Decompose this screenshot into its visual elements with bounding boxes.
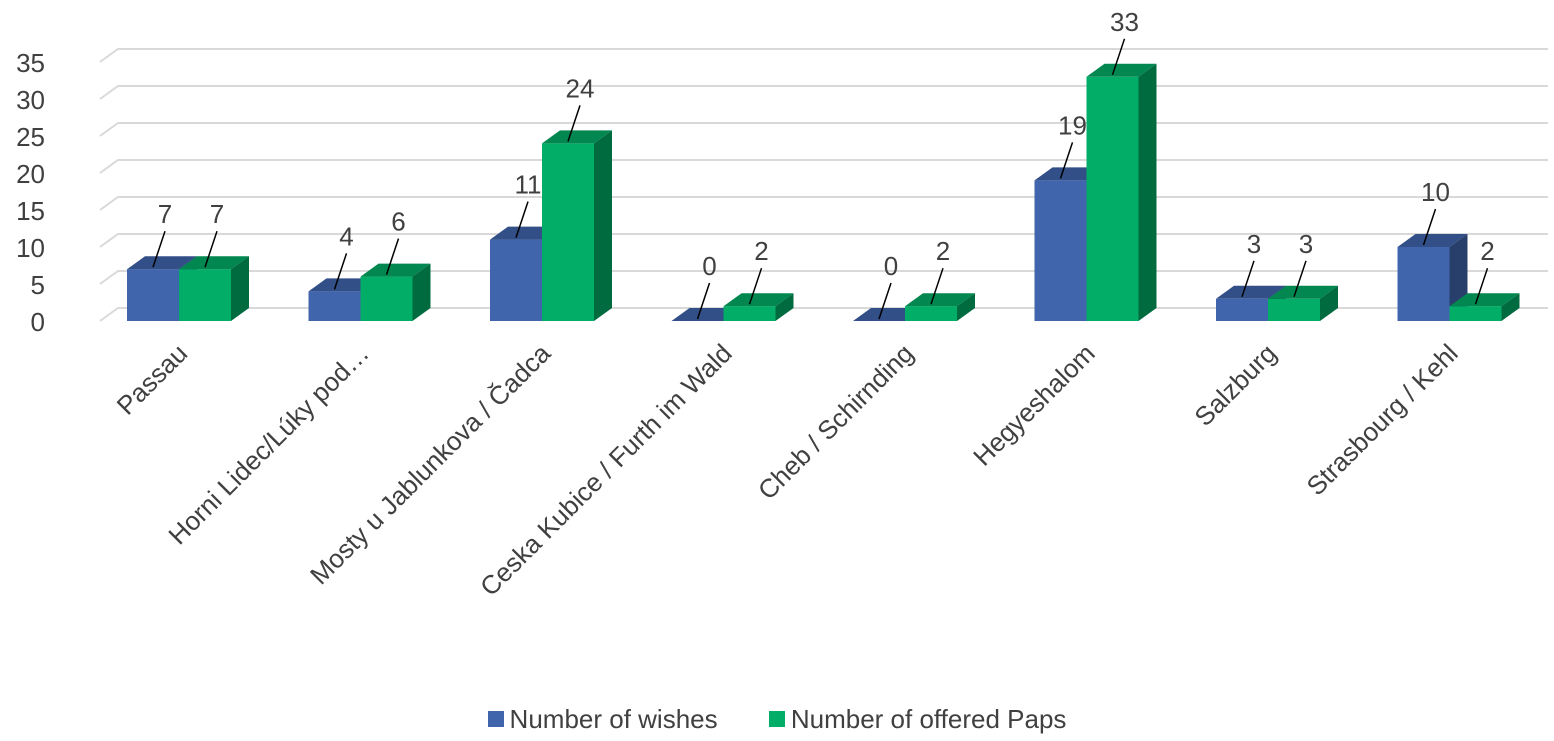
gridline-4 <box>99 159 1548 174</box>
bar-side-1-1 <box>412 263 431 321</box>
gridline-5 <box>99 122 1548 137</box>
data-label-3-0: 0 <box>702 251 716 281</box>
bar-top-0-1 <box>179 256 249 270</box>
y-tick-label-0: 0 <box>31 307 45 337</box>
x-tick-label-5: Hegyeshalom <box>967 338 1101 472</box>
data-label-leader-7-0 <box>1422 208 1437 246</box>
bar-front-1-0 <box>308 291 361 321</box>
bar-side-7-1 <box>1501 293 1520 321</box>
legend-label-offered: Number of offered Paps <box>790 703 1067 734</box>
legend-item-offered: Number of offered Paps <box>768 703 1067 735</box>
bar-side-5-1 <box>1138 63 1157 322</box>
bar-front-0-0 <box>127 269 179 321</box>
bar-top-6-0 <box>1216 285 1286 299</box>
y-tick-label-1: 5 <box>31 270 45 300</box>
legend-swatch-offered <box>768 710 785 727</box>
data-label-leader-3-1 <box>748 267 763 305</box>
x-tick-label-7: Strasbourg / Kehl <box>1300 338 1463 501</box>
bar-side-6-1 <box>1320 285 1338 321</box>
data-label-leader-2-0 <box>515 201 529 238</box>
bar-front-2-0 <box>490 239 542 321</box>
data-label-leader-6-1 <box>1293 260 1307 298</box>
data-label-leader-7-1 <box>1474 267 1489 305</box>
data-label-leader-0-0 <box>152 230 166 268</box>
bar-side-4-1 <box>957 293 975 321</box>
bar-top-7-0 <box>1397 234 1468 247</box>
data-label-7-0: 10 <box>1421 177 1450 207</box>
data-label-leader-5-1 <box>1111 38 1126 76</box>
bar-front-6-0 <box>1216 298 1268 321</box>
bar-front-7-0 <box>1397 247 1450 321</box>
data-label-2-1: 24 <box>566 73 595 103</box>
x-tick-label-1: Horni Lidec/Lúky pod… <box>162 338 374 550</box>
data-label-7-1: 2 <box>1480 236 1494 266</box>
bar-front-4-1 <box>905 306 957 321</box>
bar-front-7-1 <box>1449 306 1502 321</box>
data-label-5-0: 19 <box>1058 110 1087 140</box>
bar-top-3-1 <box>723 293 794 307</box>
data-label-2-0: 11 <box>515 170 542 200</box>
bar-side-0-1 <box>231 256 249 321</box>
bar-top-6-1 <box>1268 285 1338 299</box>
legend-item-wishes: Number of wishes <box>487 703 718 735</box>
gridline-2 <box>99 233 1548 248</box>
data-label-4-0: 0 <box>884 251 898 281</box>
data-label-leader-4-1 <box>930 267 944 305</box>
data-label-6-0: 3 <box>1247 229 1261 259</box>
data-label-5-1: 33 <box>1110 7 1139 37</box>
data-label-leader-6-0 <box>1241 260 1255 298</box>
bar-side-2-1 <box>594 130 612 321</box>
bar-front-6-1 <box>1268 298 1320 321</box>
data-label-4-1: 2 <box>936 236 950 266</box>
data-label-3-1: 2 <box>754 236 768 266</box>
y-tick-label-6: 30 <box>16 85 45 115</box>
data-label-leader-4-0 <box>878 282 892 320</box>
legend-label-wishes: Number of wishes <box>509 703 718 734</box>
bar-side-3-1 <box>775 293 794 321</box>
x-tick-label-6: Salzburg <box>1188 338 1282 432</box>
bar-front-2-1 <box>542 143 594 321</box>
y-tick-label-5: 25 <box>16 122 45 152</box>
legend-swatch-wishes <box>487 710 504 727</box>
gridline-6 <box>99 85 1548 100</box>
data-label-1-0: 4 <box>339 221 353 251</box>
y-tick-label-3: 15 <box>16 196 45 226</box>
data-label-0-0: 7 <box>158 199 172 229</box>
bar-front-0-1 <box>179 269 231 321</box>
bar-top-0-0 <box>127 256 197 270</box>
gridline-1 <box>99 270 1548 285</box>
data-label-0-1: 7 <box>210 199 224 229</box>
gridline-7 <box>99 48 1548 63</box>
bar-front-3-1 <box>723 306 776 321</box>
data-label-leader-0-1 <box>204 230 218 268</box>
bar-top-5-1 <box>1086 63 1157 77</box>
bar-top-4-1 <box>905 293 975 307</box>
bar-front-5-1 <box>1086 76 1139 321</box>
bar-top-1-1 <box>360 263 431 277</box>
legend: Number of wishes Number of offered Paps <box>0 702 1554 735</box>
x-tick-label-0: Passau <box>111 338 194 421</box>
data-label-leader-5-0 <box>1059 142 1074 179</box>
bar-front-5-0 <box>1034 180 1087 321</box>
data-label-leader-3-0 <box>696 282 711 320</box>
data-label-leader-1-0 <box>333 253 348 290</box>
y-tick-label-2: 10 <box>16 233 45 263</box>
bar-top-2-1 <box>542 130 612 144</box>
data-label-leader-1-1 <box>385 238 400 275</box>
data-label-6-1: 3 <box>1299 229 1313 259</box>
gridline-3 <box>99 196 1548 211</box>
bar-top-7-1 <box>1449 293 1520 307</box>
data-label-leader-2-1 <box>567 105 581 142</box>
y-tick-label-4: 20 <box>16 159 45 189</box>
bar-front-1-1 <box>360 276 413 321</box>
data-label-1-1: 6 <box>391 207 405 237</box>
y-tick-label-7: 35 <box>16 48 45 78</box>
x-tick-label-4: Cheb / Schirnding <box>752 338 919 505</box>
